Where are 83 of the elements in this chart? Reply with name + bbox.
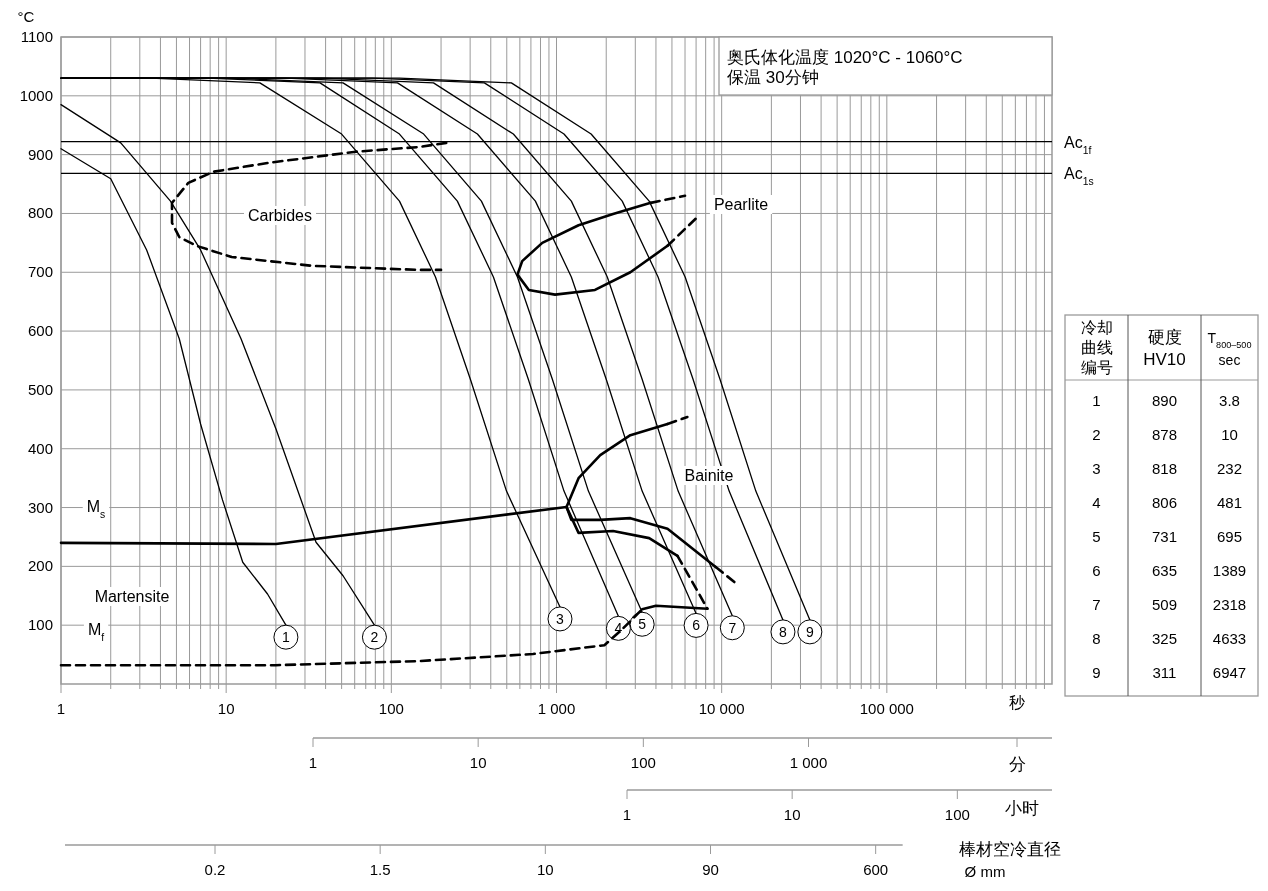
text: 2 xyxy=(1092,426,1101,443)
legend-label: 8 xyxy=(779,623,788,640)
x-tick-label: 100 000 xyxy=(859,700,914,717)
x-axis-title: 秒 xyxy=(1009,694,1025,711)
x-tick-label: 10 000 xyxy=(698,700,745,717)
series-label: 5 xyxy=(638,616,647,633)
text: 分 xyxy=(1008,755,1026,774)
text: 9 xyxy=(1092,664,1101,681)
annotation: M$_{s}$ xyxy=(86,498,106,520)
text: 1 xyxy=(1092,392,1101,409)
text: 4 xyxy=(1092,494,1101,511)
text: T$_{800–500}$ sec xyxy=(1207,330,1252,368)
y-tick-label: 200 xyxy=(27,557,53,575)
y-tick-label: 700 xyxy=(27,263,53,281)
text: 818 xyxy=(1151,460,1178,477)
text: 3 xyxy=(1092,460,1101,477)
series-label: 7 xyxy=(728,619,737,636)
text: 100 xyxy=(944,806,970,823)
text: 731 xyxy=(1151,528,1178,545)
text: 890 xyxy=(1151,392,1178,409)
text: 1.5 xyxy=(369,861,391,878)
series-label: 2 xyxy=(370,629,379,646)
y-tick-label: 800 xyxy=(27,204,53,222)
text: 311 xyxy=(1152,664,1177,681)
text: 1 xyxy=(308,754,318,771)
series-label: 3 xyxy=(556,610,565,627)
series-label: 9 xyxy=(805,623,814,640)
text: 90 xyxy=(702,861,719,878)
annotation: Bainite xyxy=(684,467,734,484)
y-tick-label: 900 xyxy=(27,145,53,163)
y-tick-label: 1000 xyxy=(19,86,53,104)
text: 4633 xyxy=(1212,630,1247,647)
text: 冷却曲线编号 xyxy=(1080,319,1113,376)
text: 232 xyxy=(1216,460,1243,477)
x-tick-label: 100 xyxy=(378,700,404,717)
text: 600 xyxy=(863,861,889,878)
text: 10 xyxy=(1221,426,1238,443)
y-tick-label: 600 xyxy=(27,322,53,340)
text: 806 xyxy=(1151,494,1178,511)
y-tick-label: 400 xyxy=(27,439,53,457)
annotation: M$_{f}$ xyxy=(87,621,105,643)
text: 481 xyxy=(1216,494,1243,511)
text: 878 xyxy=(1151,426,1178,443)
text: 695 xyxy=(1216,528,1243,545)
y-tick-label: 1100 xyxy=(20,28,53,45)
annotation: Carbides xyxy=(247,207,313,224)
x-tick-label: 1 xyxy=(56,700,66,717)
annotation: Martensite xyxy=(94,588,170,605)
text: 325 xyxy=(1151,630,1178,647)
text: 5 xyxy=(1092,528,1101,545)
y-tick-label: 300 xyxy=(27,498,53,516)
text: 10 xyxy=(783,806,801,823)
text: 10 xyxy=(469,754,487,771)
text: 棒材空冷直径 xyxy=(959,840,1061,859)
text: 6947 xyxy=(1212,664,1247,681)
text: 小时 xyxy=(1005,799,1039,818)
text: 509 xyxy=(1151,596,1178,613)
text: 635 xyxy=(1151,562,1178,579)
text: 8 xyxy=(1092,630,1101,647)
text: 10 xyxy=(536,861,554,878)
text: 3.8 xyxy=(1219,392,1240,409)
text: 100 xyxy=(630,754,656,771)
legend-label: 6 xyxy=(692,617,701,634)
annotation: Pearlite xyxy=(713,196,769,213)
y-tick-label: 100 xyxy=(27,616,53,634)
text: Ø mm xyxy=(964,863,1006,880)
series-label: 1 xyxy=(282,629,291,646)
text: 7 xyxy=(1092,596,1101,613)
ref-line-label: Ac$_{1f}$ xyxy=(1064,133,1092,156)
y-tick-label: 500 xyxy=(27,380,53,398)
x-tick-label: 1 000 xyxy=(537,700,576,717)
text: 1 xyxy=(622,806,632,823)
text: 1 000 xyxy=(789,754,828,771)
text: 1389 xyxy=(1212,562,1247,579)
x-tick-label: 10 xyxy=(217,700,235,717)
ref-line-label: Ac$_{1s}$ xyxy=(1064,165,1094,187)
y-axis-title: °C xyxy=(17,8,35,25)
annotation: 奥氏体化温度 1020°C - 1060°C xyxy=(727,48,963,67)
annotation: 保温 30分钟 xyxy=(727,68,819,87)
text: 硬度 HV10 xyxy=(1143,328,1186,369)
text: 6 xyxy=(1092,562,1101,579)
text: 0.2 xyxy=(204,861,226,878)
text: 2318 xyxy=(1212,596,1247,613)
